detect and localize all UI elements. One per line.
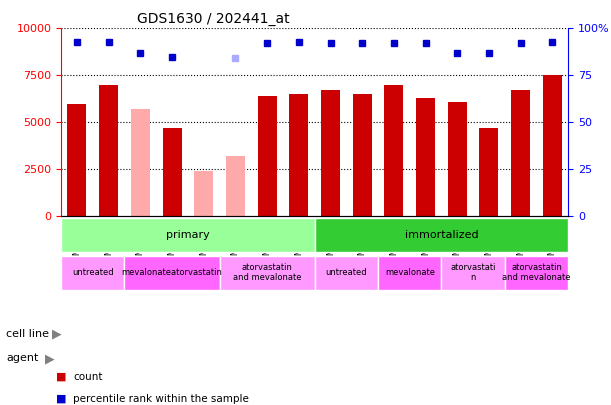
Text: GDS1630 / 202441_at: GDS1630 / 202441_at bbox=[137, 12, 290, 26]
Text: primary: primary bbox=[166, 230, 210, 240]
FancyBboxPatch shape bbox=[125, 256, 219, 290]
Bar bbox=[416, 98, 435, 216]
FancyBboxPatch shape bbox=[61, 256, 125, 290]
Text: atorvastati
n: atorvastati n bbox=[450, 263, 496, 283]
Text: mevalonateatorvastatin: mevalonateatorvastatin bbox=[122, 268, 222, 277]
Bar bbox=[67, 104, 87, 216]
Bar bbox=[258, 96, 277, 216]
Bar bbox=[194, 171, 213, 216]
Text: ▶: ▶ bbox=[45, 352, 54, 365]
FancyBboxPatch shape bbox=[378, 256, 441, 290]
FancyBboxPatch shape bbox=[315, 256, 378, 290]
FancyBboxPatch shape bbox=[441, 256, 505, 290]
Bar bbox=[290, 94, 309, 216]
Bar bbox=[543, 75, 562, 216]
Text: mevalonate: mevalonate bbox=[385, 268, 435, 277]
Bar bbox=[163, 128, 181, 216]
Bar bbox=[321, 90, 340, 216]
Bar bbox=[131, 109, 150, 216]
Bar bbox=[511, 90, 530, 216]
Text: untreated: untreated bbox=[72, 268, 114, 277]
Text: cell line: cell line bbox=[6, 329, 49, 339]
Text: ▶: ▶ bbox=[52, 328, 62, 341]
FancyBboxPatch shape bbox=[505, 256, 568, 290]
Bar bbox=[226, 156, 245, 216]
Text: count: count bbox=[73, 372, 103, 382]
FancyBboxPatch shape bbox=[219, 256, 315, 290]
Text: percentile rank within the sample: percentile rank within the sample bbox=[73, 394, 249, 404]
Text: ■: ■ bbox=[56, 372, 67, 382]
FancyBboxPatch shape bbox=[61, 218, 315, 252]
Text: atorvastatin
and mevalonate: atorvastatin and mevalonate bbox=[502, 263, 571, 283]
Bar bbox=[480, 128, 499, 216]
Bar bbox=[353, 94, 371, 216]
Text: agent: agent bbox=[6, 354, 38, 363]
Bar bbox=[448, 102, 467, 216]
Text: untreated: untreated bbox=[326, 268, 367, 277]
Bar bbox=[99, 85, 118, 216]
Text: ■: ■ bbox=[56, 394, 67, 404]
Bar bbox=[384, 85, 403, 216]
Text: immortalized: immortalized bbox=[404, 230, 478, 240]
FancyBboxPatch shape bbox=[315, 218, 568, 252]
Text: atorvastatin
and mevalonate: atorvastatin and mevalonate bbox=[233, 263, 301, 283]
